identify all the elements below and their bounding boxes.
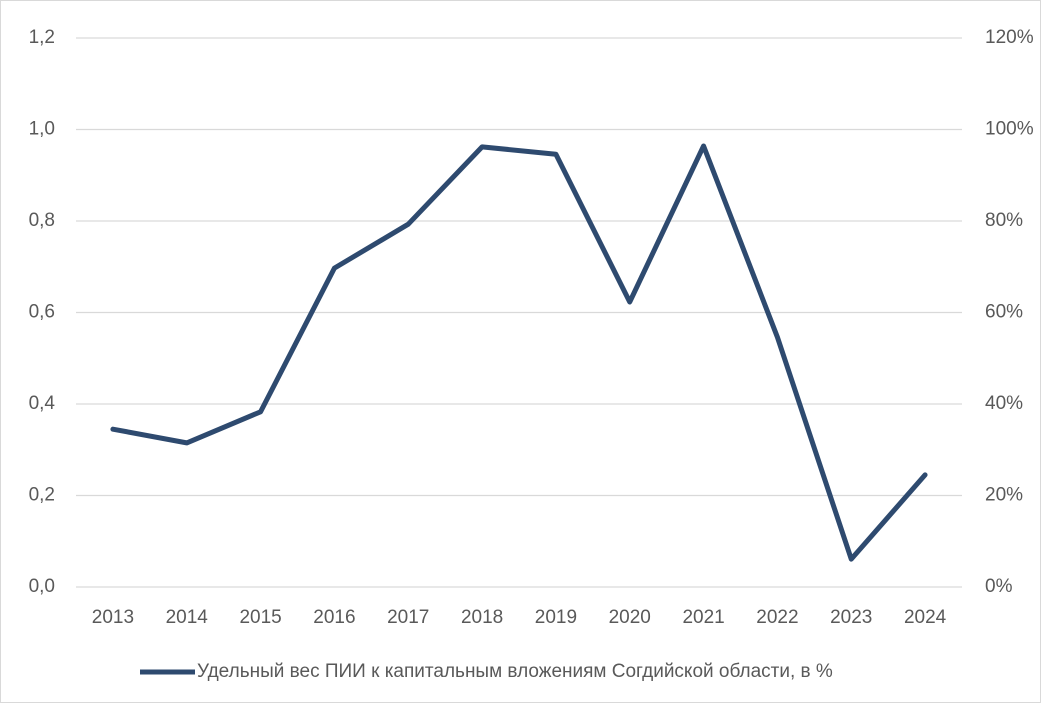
x-tick-label: 2015	[239, 607, 281, 628]
y-tick-label: 0,0	[29, 576, 55, 597]
x-tick-label: 2024	[904, 607, 947, 628]
x-tick-label: 2013	[92, 607, 134, 628]
y-tick-label: 0,2	[29, 485, 55, 506]
y-tick-label: 0,6	[29, 302, 55, 323]
y2-tick-label: 60%	[985, 302, 1023, 323]
series-line	[110, 143, 928, 562]
y2-tick-label: 80%	[985, 210, 1023, 231]
y-tick-label: 0,8	[29, 210, 55, 231]
x-tick-label: 2023	[830, 607, 872, 628]
x-tick-label: 2018	[461, 607, 503, 628]
y2-tick-label: 20%	[985, 485, 1023, 506]
x-tick-label: 2022	[756, 607, 798, 628]
y2-tick-label: 40%	[985, 393, 1023, 414]
y-tick-label: 1,0	[29, 119, 55, 140]
y2-tick-label: 0%	[985, 576, 1013, 597]
y2-tick-label: 100%	[985, 119, 1034, 140]
x-tick-label: 2016	[313, 607, 355, 628]
legend-label: Удельный вес ПИИ к капитальным вложениям…	[197, 661, 833, 682]
x-tick-label: 2019	[535, 607, 577, 628]
x-tick-label: 2020	[609, 607, 651, 628]
y-tick-label: 1,2	[29, 27, 55, 48]
y2-tick-label: 120%	[985, 27, 1034, 48]
x-tick-label: 2017	[387, 607, 429, 628]
y-tick-label: 0,4	[29, 393, 56, 414]
x-tick-label: 2014	[166, 607, 209, 628]
x-tick-label: 2021	[682, 607, 724, 628]
